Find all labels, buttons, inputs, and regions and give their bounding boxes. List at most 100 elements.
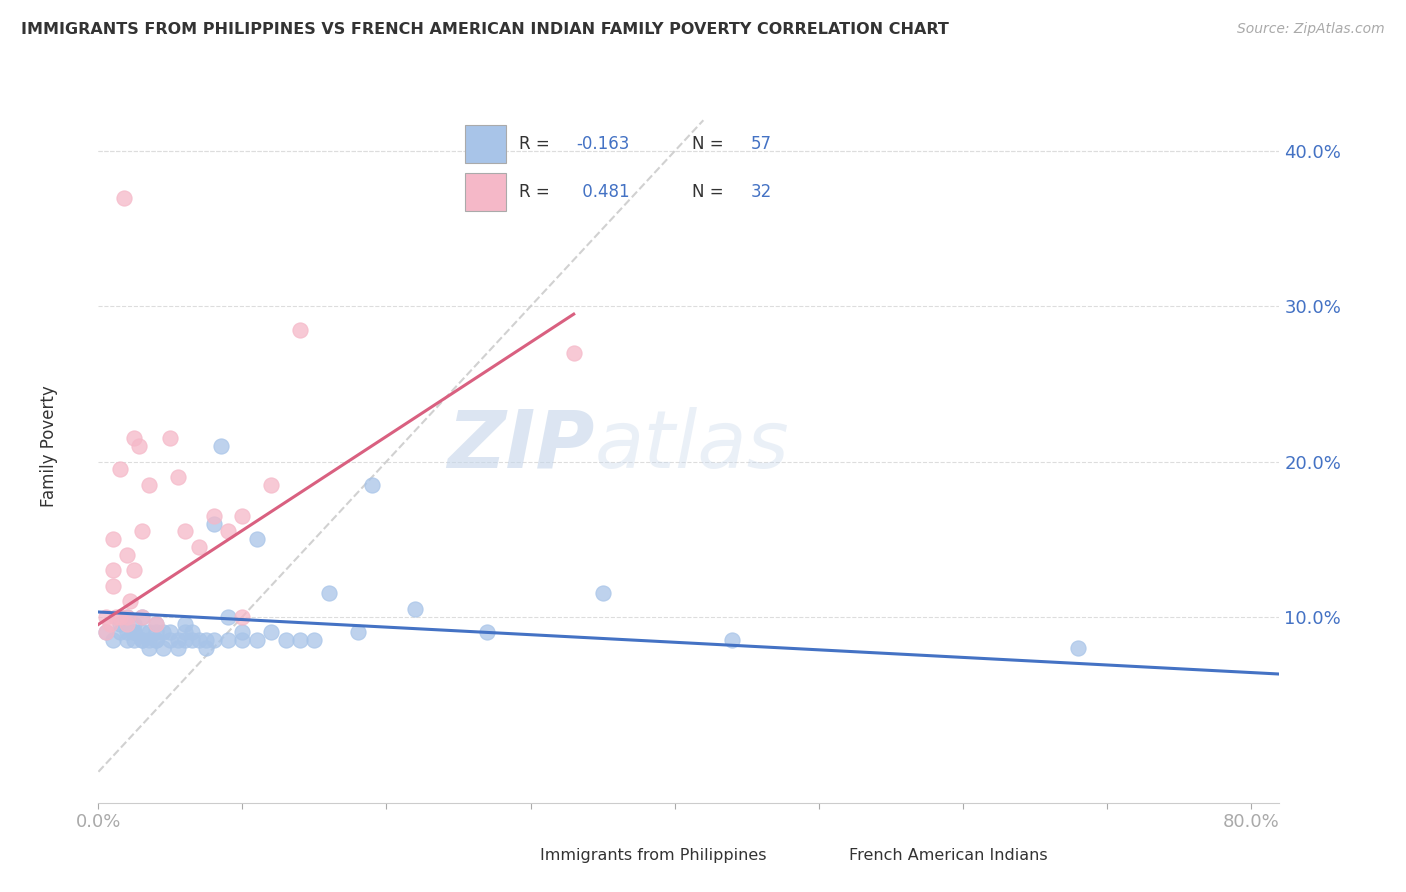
Point bbox=[721, 632, 744, 647]
Point bbox=[115, 625, 138, 640]
Point bbox=[94, 625, 117, 640]
Point bbox=[361, 477, 384, 491]
Point bbox=[124, 431, 146, 445]
Point bbox=[159, 625, 181, 640]
Text: 57: 57 bbox=[751, 135, 772, 153]
Point bbox=[181, 632, 204, 647]
Point bbox=[101, 563, 124, 577]
Point bbox=[115, 632, 138, 647]
Point bbox=[101, 579, 124, 593]
Point bbox=[188, 632, 211, 647]
Text: Family Poverty: Family Poverty bbox=[41, 385, 58, 507]
Text: -0.163: -0.163 bbox=[576, 135, 630, 153]
Point bbox=[202, 508, 225, 523]
Point bbox=[562, 346, 585, 360]
Text: 0.481: 0.481 bbox=[576, 183, 630, 201]
Point bbox=[217, 632, 239, 647]
Point bbox=[260, 477, 283, 491]
Text: 32: 32 bbox=[751, 183, 772, 201]
Point bbox=[101, 632, 124, 647]
Point bbox=[260, 625, 283, 640]
Point bbox=[195, 640, 218, 655]
Point bbox=[166, 640, 188, 655]
Point bbox=[246, 532, 269, 546]
Point bbox=[159, 431, 181, 445]
Text: N =: N = bbox=[693, 135, 730, 153]
Point bbox=[131, 609, 153, 624]
Point bbox=[101, 532, 124, 546]
Point bbox=[231, 609, 253, 624]
Point bbox=[145, 617, 167, 632]
Point bbox=[217, 524, 239, 539]
Point bbox=[104, 609, 127, 624]
Point bbox=[173, 632, 195, 647]
Point bbox=[592, 586, 614, 600]
Point bbox=[202, 632, 225, 647]
Point bbox=[274, 632, 297, 647]
Point bbox=[108, 625, 131, 640]
Text: French American Indians: French American Indians bbox=[849, 848, 1047, 863]
Point bbox=[181, 625, 204, 640]
Point bbox=[124, 625, 146, 640]
Point bbox=[124, 617, 146, 632]
Point bbox=[115, 609, 138, 624]
Text: IMMIGRANTS FROM PHILIPPINES VS FRENCH AMERICAN INDIAN FAMILY POVERTY CORRELATION: IMMIGRANTS FROM PHILIPPINES VS FRENCH AM… bbox=[21, 22, 949, 37]
Point bbox=[173, 625, 195, 640]
Text: Source: ZipAtlas.com: Source: ZipAtlas.com bbox=[1237, 22, 1385, 37]
Point bbox=[152, 625, 174, 640]
Point bbox=[404, 602, 426, 616]
Point bbox=[108, 617, 131, 632]
Text: R =: R = bbox=[519, 135, 555, 153]
Point bbox=[131, 625, 153, 640]
Point bbox=[173, 617, 195, 632]
Point bbox=[98, 617, 121, 632]
Point bbox=[346, 625, 368, 640]
Point bbox=[159, 632, 181, 647]
Point bbox=[124, 625, 146, 640]
Point bbox=[477, 625, 499, 640]
Text: ZIP: ZIP bbox=[447, 407, 595, 485]
Point bbox=[128, 439, 150, 453]
FancyBboxPatch shape bbox=[465, 125, 506, 162]
Point bbox=[115, 548, 138, 562]
Point bbox=[138, 625, 160, 640]
Point bbox=[94, 609, 117, 624]
Point bbox=[166, 632, 188, 647]
Point bbox=[131, 609, 153, 624]
Point bbox=[115, 609, 138, 624]
Point bbox=[173, 524, 195, 539]
Point bbox=[145, 625, 167, 640]
Point bbox=[217, 609, 239, 624]
Point bbox=[108, 609, 131, 624]
Point bbox=[94, 625, 117, 640]
Point bbox=[1067, 640, 1090, 655]
Point bbox=[231, 632, 253, 647]
Point bbox=[131, 524, 153, 539]
Point bbox=[304, 632, 326, 647]
Point bbox=[231, 508, 253, 523]
Point bbox=[138, 477, 160, 491]
Point bbox=[108, 462, 131, 476]
Point bbox=[318, 586, 340, 600]
Point bbox=[115, 617, 138, 632]
Point bbox=[145, 632, 167, 647]
Point bbox=[138, 632, 160, 647]
Text: N =: N = bbox=[693, 183, 730, 201]
Point bbox=[188, 540, 211, 554]
Point bbox=[209, 439, 232, 453]
Point bbox=[195, 632, 218, 647]
Point bbox=[131, 632, 153, 647]
Text: R =: R = bbox=[519, 183, 555, 201]
Point bbox=[145, 617, 167, 632]
Point bbox=[288, 632, 311, 647]
Point bbox=[124, 632, 146, 647]
Point bbox=[145, 632, 167, 647]
Text: atlas: atlas bbox=[595, 407, 789, 485]
Point bbox=[166, 470, 188, 484]
Point bbox=[202, 516, 225, 531]
Point bbox=[288, 323, 311, 337]
Point bbox=[246, 632, 269, 647]
FancyBboxPatch shape bbox=[465, 173, 506, 211]
Point bbox=[124, 563, 146, 577]
Point bbox=[138, 640, 160, 655]
